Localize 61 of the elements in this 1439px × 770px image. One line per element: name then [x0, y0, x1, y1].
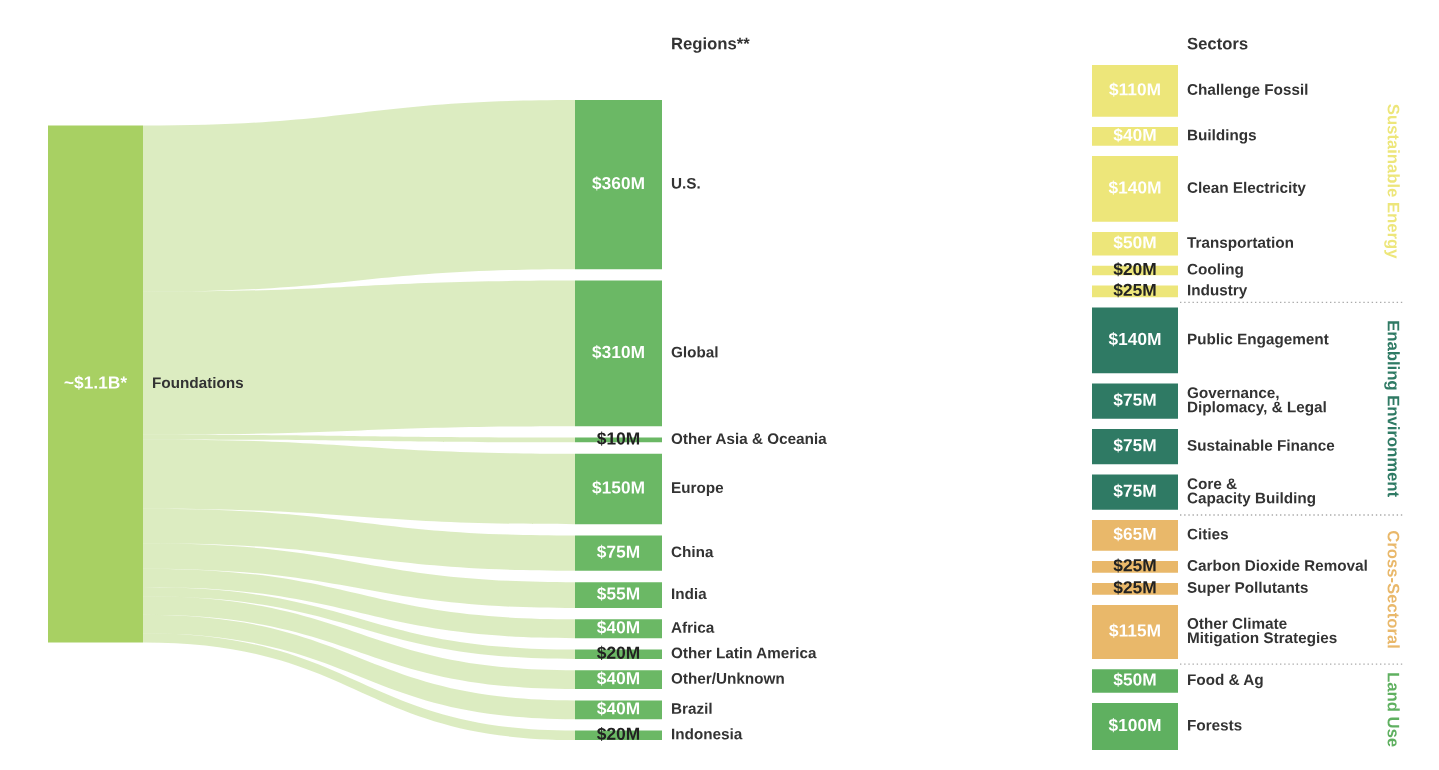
data-label: $50M [1113, 235, 1156, 250]
data-label: $115M [1109, 623, 1160, 638]
data-label: $25M [1113, 580, 1156, 595]
text: Enabling Environment [1384, 321, 1400, 497]
data-label: $55M [597, 586, 640, 601]
category-label: U.S. [671, 177, 700, 189]
data-label: $20M [597, 726, 640, 742]
data-label: $50M [1113, 672, 1156, 687]
data-label: $75M [1113, 483, 1156, 498]
category-label: Super Pollutants [1187, 581, 1308, 596]
category-label: India [672, 587, 707, 600]
category-label: Europe [672, 482, 724, 497]
text: Cross-Sectoral [1387, 530, 1400, 648]
category-label: Other/Unknown [671, 672, 784, 684]
data-label: $360M [592, 176, 644, 191]
category-label: Brazil [672, 702, 712, 714]
data-label: $25M [1113, 558, 1156, 573]
category-label: Governance, Diplomacy, & Legal [1187, 387, 1326, 416]
data-label: $25M [1113, 282, 1156, 298]
data-label: $40M [1113, 127, 1156, 143]
text: Regions** [672, 37, 750, 53]
category-label: Indonesia [672, 728, 743, 740]
category-label: Africa [671, 621, 715, 633]
category-label: China [671, 546, 714, 558]
data-label: ~$1.1B* [64, 375, 128, 390]
data-label: $310M [592, 345, 644, 360]
category-label: Cooling [1187, 263, 1243, 278]
data-label: $140M [1108, 332, 1161, 347]
category-label: Cities [1187, 528, 1228, 540]
data-label: $75M [1113, 392, 1156, 407]
category-label: Industry [1188, 284, 1248, 299]
text: Land Use [1387, 673, 1400, 747]
category-label: Other Climate Mitigation Strategies [1187, 617, 1337, 647]
category-label: Other Latin America [671, 647, 817, 659]
category-label: Carbon Dioxide Removal [1187, 559, 1367, 571]
data-label: $65M [1113, 526, 1156, 542]
data-label: $140M [1108, 180, 1161, 195]
category-label: Forests [1188, 719, 1242, 731]
data-label: $100M [1108, 718, 1161, 733]
category-label: Sustainable Finance [1187, 439, 1335, 451]
category-label: Transportation [1187, 236, 1294, 251]
category-label: Other Asia & Oceania [671, 432, 827, 445]
category-label: Food & Ag [1188, 673, 1263, 689]
category-label: Global [671, 346, 718, 358]
text: Sectors [1187, 37, 1248, 50]
category-label: Buildings [1188, 129, 1256, 144]
category-label: Public Engagement [1188, 333, 1329, 348]
category-label: Challenge Fossil [1187, 83, 1308, 98]
data-label: $75M [597, 544, 640, 559]
text: Sustainable Energy [1384, 104, 1400, 259]
data-label: $40M [597, 671, 640, 686]
data-label: $40M [597, 701, 640, 716]
category-label: Foundations [153, 376, 244, 389]
data-label: $150M [592, 480, 644, 495]
data-label: $75M [1113, 438, 1156, 453]
category-label: Core & Capacity Building [1187, 478, 1315, 507]
data-label: $110M [1109, 82, 1160, 97]
category-label: Clean Electricity [1187, 181, 1306, 197]
data-label: $20M [1113, 262, 1156, 277]
data-label: $40M [597, 620, 640, 635]
data-label: $20M [597, 645, 640, 660]
